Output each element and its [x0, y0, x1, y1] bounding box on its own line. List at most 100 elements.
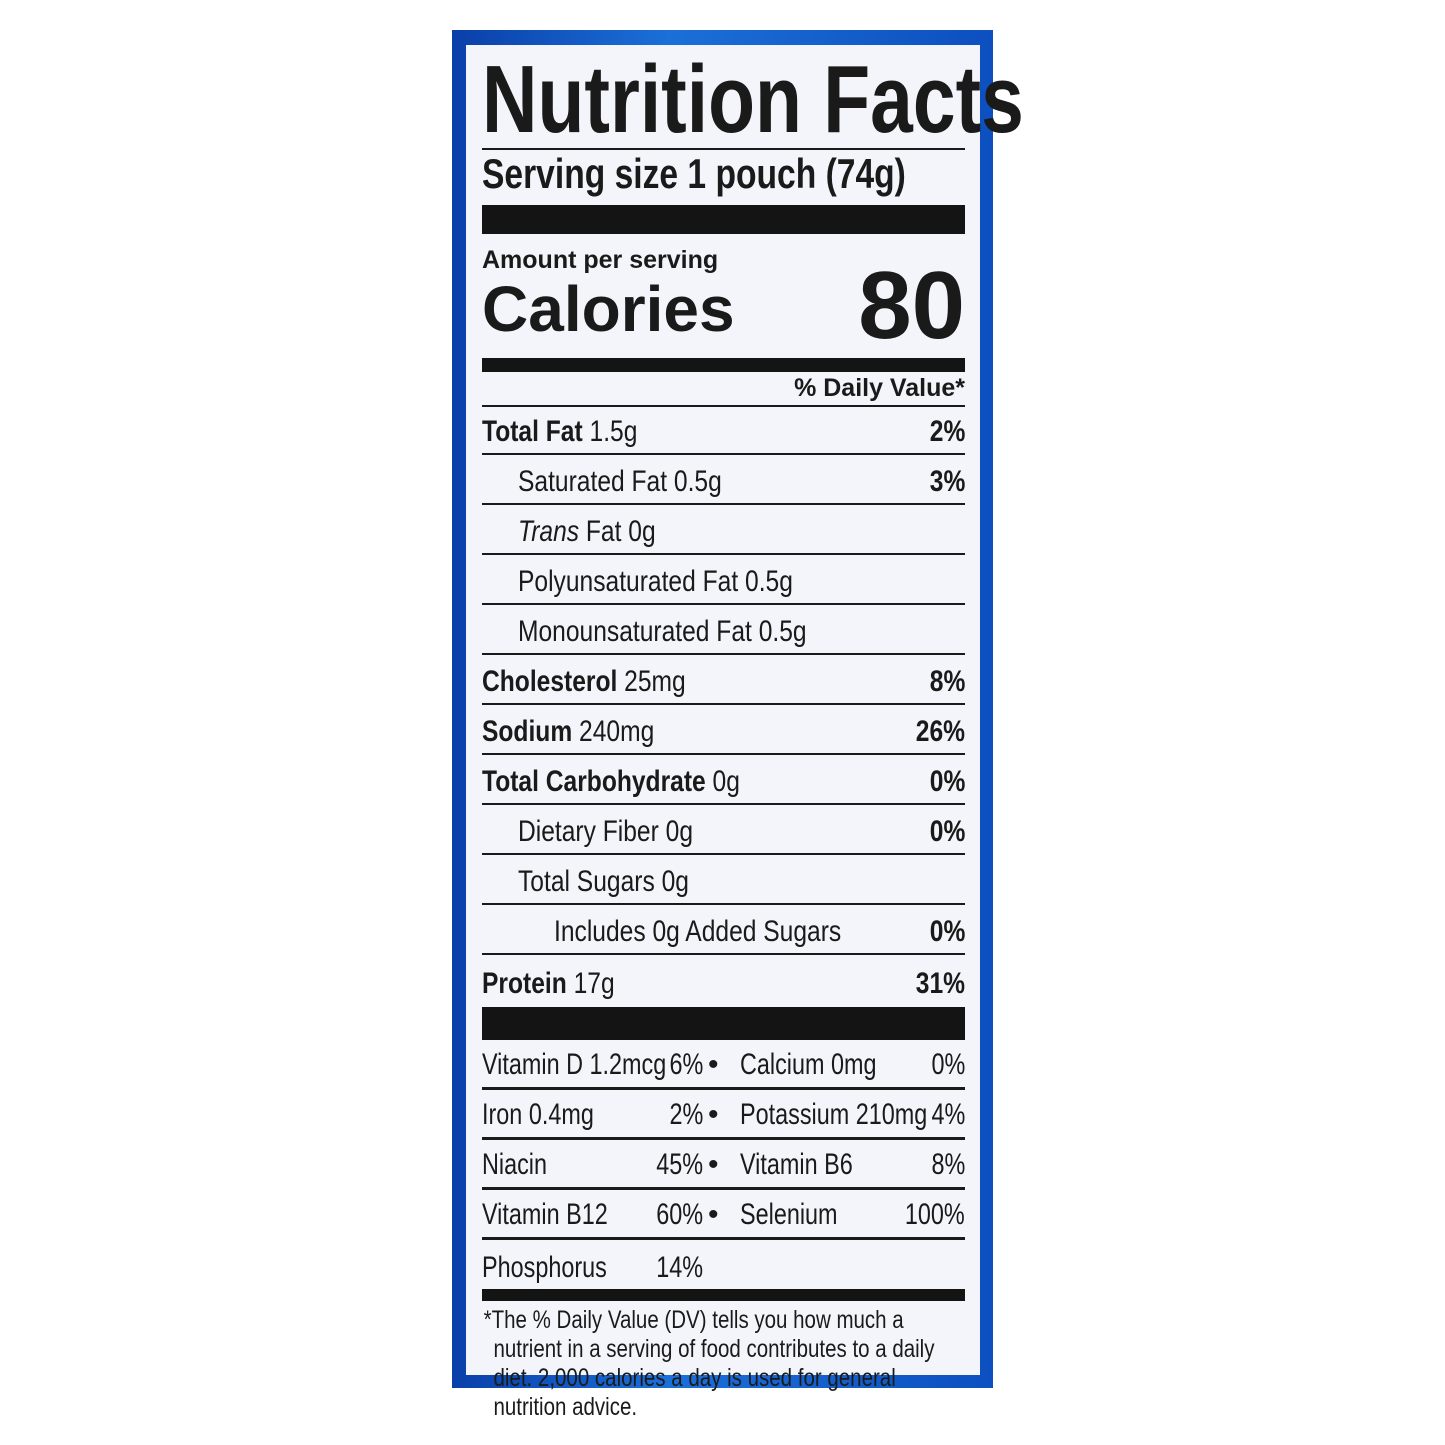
nutrient-amount: 25mg — [624, 665, 686, 698]
bullet-separator: • — [708, 1048, 719, 1081]
nutrient-daily-value: 0% — [929, 815, 965, 848]
nutrient-amount: 0g — [661, 865, 689, 898]
calories-value: 80 — [858, 252, 965, 359]
vitamin-row: Vitamin D 1.2mcg 6% • Calcium 0mg 0% — [482, 1040, 965, 1090]
nutrient-row: Polyunsaturated Fat 0.5g — [482, 557, 965, 605]
vitamin-name: Calcium 0mg — [740, 1048, 877, 1081]
serving-size: Serving size 1 pouch (74g) — [482, 150, 906, 197]
nutrient-label: Cholesterol 25mg — [482, 665, 686, 699]
vitamin-name: Vitamin B12 — [482, 1198, 608, 1231]
nutrient-label: Polyunsaturated Fat 0.5g — [518, 565, 793, 599]
bullet-separator: • — [708, 1198, 719, 1231]
vitamin-daily-value: 6% — [669, 1048, 703, 1081]
nutrient-name: Total Fat — [482, 415, 583, 448]
nutrient-daily-value: 3% — [929, 465, 965, 498]
vitamin-daily-value: 14% — [656, 1251, 703, 1284]
nutrient-name: Sodium — [482, 715, 573, 748]
nutrient-name: Dietary Fiber — [518, 815, 659, 848]
bullet-separator: • — [708, 1148, 719, 1181]
nutrient-label: Total Fat 1.5g — [482, 415, 637, 449]
amount-per-serving-block: Amount per serving — [482, 246, 965, 276]
nutrient-name: Total Sugars — [518, 865, 655, 898]
vitamin-row: Phosphorus 14% — [482, 1240, 965, 1290]
vitamin-name: Phosphorus — [482, 1251, 607, 1284]
vitamin-daily-value: 0% — [931, 1048, 965, 1081]
calories-block: Calories 80 — [482, 258, 965, 358]
nutrient-name: Cholesterol — [482, 665, 618, 698]
nutrient-name-suffix: Fat — [585, 515, 622, 548]
amount-per-serving: Amount per serving — [482, 246, 719, 274]
serving-size-block: Serving size 1 pouch (74g) — [482, 150, 965, 202]
vitamin-daily-value: 100% — [905, 1198, 965, 1231]
nutrient-amount: 240mg — [579, 715, 655, 748]
nutrition-label-panel — [466, 45, 980, 1375]
nutrient-name: Monounsaturated Fat — [518, 615, 752, 648]
nutrient-label: Saturated Fat 0.5g — [518, 465, 722, 499]
nutrient-label: Dietary Fiber 0g — [518, 815, 693, 849]
nutrient-label: Monounsaturated Fat 0.5g — [518, 615, 807, 649]
nutrient-amount: 0.5g — [673, 465, 722, 498]
nutrient-daily-value: 0% — [929, 915, 965, 948]
nutrient-amount: 0.5g — [745, 565, 793, 598]
thick-divider — [482, 1007, 965, 1040]
calories-label: Calories — [482, 273, 735, 345]
nutrient-daily-value: 0% — [929, 765, 965, 798]
nutrient-label: Protein 17g — [482, 967, 615, 1001]
nutrient-name: Includes 0g Added Sugars — [554, 915, 842, 948]
vitamin-daily-value: 60% — [656, 1198, 703, 1231]
label-title: Nutrition Facts — [482, 46, 1024, 153]
nutrient-label: Total Sugars 0g — [518, 865, 689, 899]
thick-divider — [482, 1289, 965, 1301]
nutrient-amount: 0.5g — [758, 615, 807, 648]
vitamin-row: Iron 0.4mg 2% • Potassium 210mg 4% — [482, 1090, 965, 1140]
daily-value-header: % Daily Value* — [794, 374, 965, 402]
title-block: Nutrition Facts — [482, 52, 1024, 150]
nutrient-amount: 0g — [712, 765, 740, 798]
nutrient-row: Cholesterol 25mg 8% — [482, 657, 965, 705]
nutrient-row: Saturated Fat 0.5g 3% — [482, 457, 965, 505]
nutrient-amount: 17g — [573, 967, 615, 1000]
nutrient-name: Saturated Fat — [518, 465, 668, 498]
nutrient-row: Total Fat 1.5g 2% — [482, 407, 965, 455]
nutrient-label: Sodium 240mg — [482, 715, 654, 749]
vitamin-daily-value: 45% — [656, 1148, 703, 1181]
nutrient-daily-value: 26% — [915, 715, 965, 748]
nutrient-row: Trans Fat 0g — [482, 507, 965, 555]
nutrient-row: Total Sugars 0g — [482, 857, 965, 905]
vitamin-name: Selenium — [740, 1198, 838, 1231]
nutrient-row: Protein 17g 31% — [482, 957, 965, 1005]
nutrient-daily-value: 8% — [929, 665, 965, 698]
nutrient-label: Trans Fat 0g — [518, 515, 656, 549]
thick-divider — [482, 358, 965, 372]
vitamin-name: Potassium 210mg — [740, 1098, 928, 1131]
vitamin-daily-value: 4% — [931, 1098, 965, 1131]
vitamin-daily-value: 2% — [669, 1098, 703, 1131]
nutrient-daily-value: 31% — [915, 967, 965, 1000]
vitamin-name: Vitamin D 1.2mcg — [482, 1048, 667, 1081]
nutrient-name: Trans — [518, 515, 580, 548]
nutrient-label: Includes 0g Added Sugars — [554, 915, 841, 949]
vitamin-row: Vitamin B12 60% • Selenium 100% — [482, 1190, 965, 1240]
nutrient-row: Dietary Fiber 0g 0% — [482, 807, 965, 855]
nutrient-name: Total Carbohydrate — [482, 765, 706, 798]
nutrient-row: Includes 0g Added Sugars 0% — [482, 907, 965, 955]
vitamin-row: Niacin 45% • Vitamin B6 8% — [482, 1140, 965, 1190]
thick-divider — [482, 205, 965, 234]
nutrient-amount: 0g — [628, 515, 656, 548]
nutrient-daily-value: 2% — [929, 415, 965, 448]
bullet-separator: • — [708, 1098, 719, 1131]
nutrient-row: Total Carbohydrate 0g 0% — [482, 757, 965, 805]
vitamin-name: Iron 0.4mg — [482, 1098, 594, 1131]
vitamin-name: Vitamin B6 — [740, 1148, 853, 1181]
nutrient-name: Protein — [482, 967, 567, 1000]
nutrient-label: Total Carbohydrate 0g — [482, 765, 740, 799]
nutrient-amount: 1.5g — [589, 415, 638, 448]
vitamin-name: Niacin — [482, 1148, 548, 1181]
daily-value-header-block: % Daily Value* — [482, 372, 965, 407]
nutrient-row: Sodium 240mg 26% — [482, 707, 965, 755]
footnote-block: *The % Daily Value (DV) tells you how mu… — [482, 1306, 965, 1421]
nutrient-amount: 0g — [665, 815, 694, 848]
nutrient-name: Polyunsaturated Fat — [518, 565, 739, 598]
nutrient-row: Monounsaturated Fat 0.5g — [482, 607, 965, 655]
vitamin-daily-value: 8% — [931, 1148, 965, 1181]
